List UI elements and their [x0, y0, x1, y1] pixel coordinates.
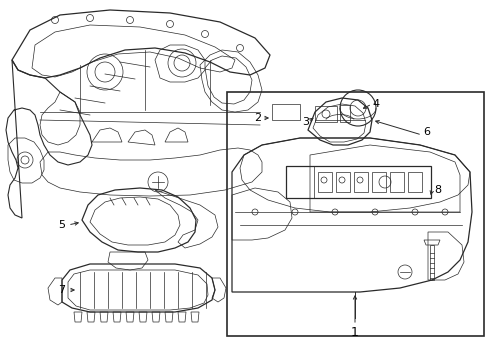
- Bar: [314, 106, 336, 122]
- Bar: [271, 104, 299, 120]
- Text: 8: 8: [433, 185, 441, 195]
- Bar: [389, 172, 403, 192]
- Bar: [353, 172, 367, 192]
- Bar: [335, 172, 349, 192]
- Text: 7: 7: [59, 285, 65, 295]
- Text: 6: 6: [423, 127, 429, 137]
- Bar: [285, 166, 313, 198]
- Text: 2: 2: [254, 113, 261, 123]
- Bar: [407, 172, 421, 192]
- Bar: [317, 172, 331, 192]
- Text: 1: 1: [350, 325, 358, 338]
- Text: 5: 5: [59, 220, 65, 230]
- Bar: [371, 172, 385, 192]
- Bar: [285, 166, 430, 198]
- Bar: [227, 92, 483, 336]
- Text: 3: 3: [302, 117, 309, 127]
- Text: 4: 4: [372, 99, 379, 109]
